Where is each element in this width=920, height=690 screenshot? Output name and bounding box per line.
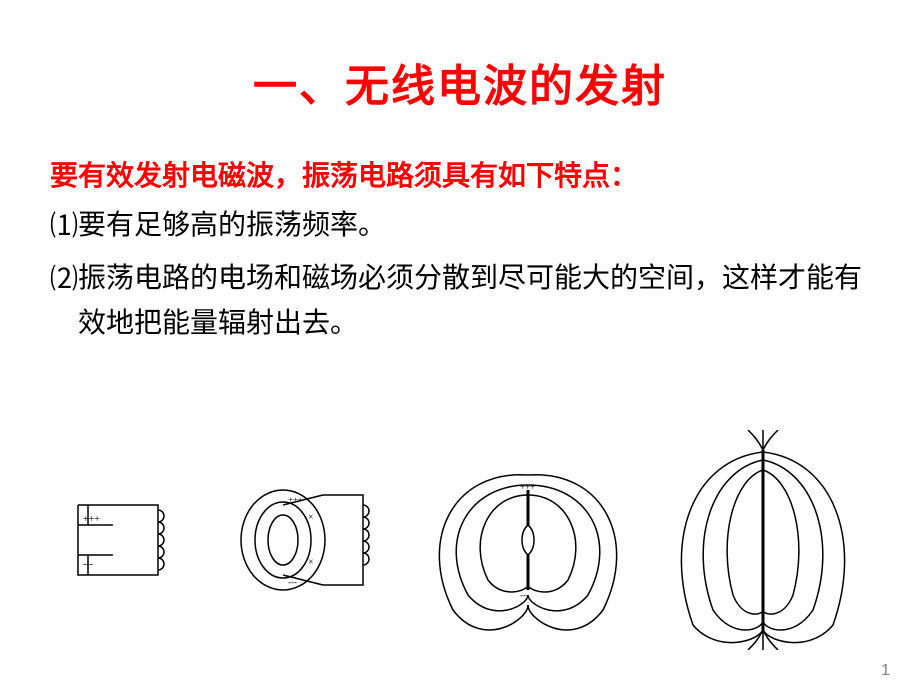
dipole-field-diagram: +++ --- <box>428 440 628 640</box>
list-marker-1: ⑴ <box>50 204 78 244</box>
diagram-row: +++ --- +++ --- × × <box>0 430 920 650</box>
antenna-radiation-diagram <box>663 430 863 650</box>
svg-text:×: × <box>308 557 314 568</box>
list-item-2: ⑵ 振荡电路的电场和磁场必须分散到尽可能大的空间，这样才能有效地把能量辐射出去。 <box>50 257 870 347</box>
svg-text:---: --- <box>288 577 297 587</box>
list-text-1: 要有足够高的振荡频率。 <box>78 204 386 249</box>
slide-title: 一、无线电波的发射 <box>50 50 870 114</box>
list-text-2: 振荡电路的电场和磁场必须分散到尽可能大的空间，这样才能有效地把能量辐射出去。 <box>78 257 870 347</box>
page-number: 1 <box>881 662 890 680</box>
svg-text:+++: +++ <box>520 482 535 492</box>
svg-text:×: × <box>308 512 314 523</box>
slide-subtitle: 要有效发射电磁波，振荡电路须具有如下特点： <box>50 154 870 194</box>
svg-text:---: --- <box>83 559 93 570</box>
lc-circuit-diagram: +++ --- <box>58 475 178 605</box>
list-item-1: ⑴ 要有足够高的振荡频率。 <box>50 204 870 249</box>
list-marker-2: ⑵ <box>50 257 78 297</box>
svg-text:+++: +++ <box>83 514 100 525</box>
open-circuit-field-diagram: +++ --- × × <box>213 465 393 615</box>
